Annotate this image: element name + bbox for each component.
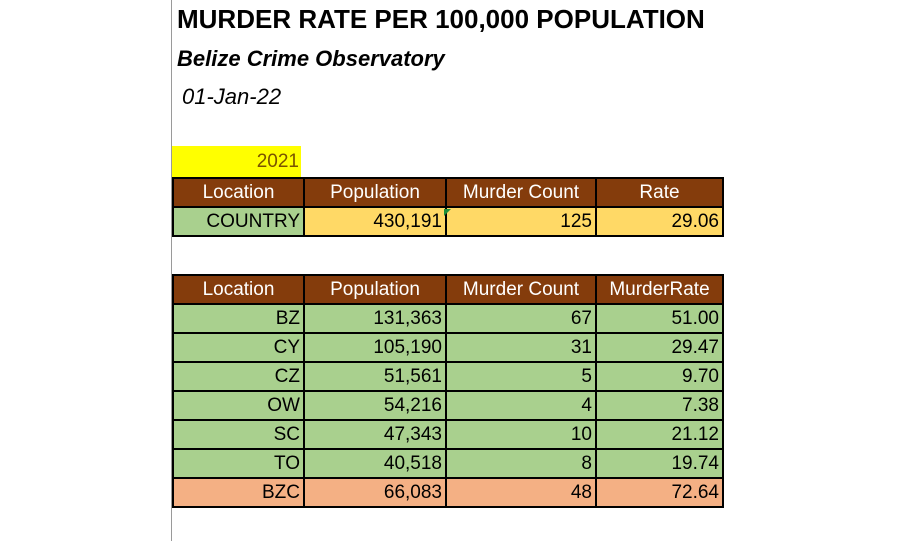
- cell-population[interactable]: 66,083: [303, 477, 447, 508]
- cell-location[interactable]: CZ: [172, 361, 305, 392]
- table-row-highlight: BZC 66,083 48 72.64: [172, 477, 724, 508]
- col-header-rate[interactable]: Rate: [595, 177, 724, 208]
- cell-rate[interactable]: 19.74: [595, 448, 724, 479]
- country-table: Location Population Murder Count Rate CO…: [172, 177, 724, 237]
- cell-murder-count[interactable]: 8: [445, 448, 597, 479]
- cell-location[interactable]: CY: [172, 332, 305, 363]
- col-header-murder-count[interactable]: Murder Count: [445, 177, 597, 208]
- year-cell[interactable]: 2021: [172, 146, 301, 177]
- table-row: SC 47,343 10 21.12: [172, 419, 724, 450]
- country-table-header: Location Population Murder Count Rate: [172, 177, 724, 208]
- cell-location[interactable]: COUNTRY: [172, 206, 305, 237]
- cell-error-indicator-icon[interactable]: [444, 209, 451, 216]
- cell-population[interactable]: 51,561: [303, 361, 447, 392]
- cell-population[interactable]: 54,216: [303, 390, 447, 421]
- col-header-population[interactable]: Population: [303, 177, 447, 208]
- report-subtitle: Belize Crime Observatory: [177, 46, 445, 71]
- cell-murder-count[interactable]: 10: [445, 419, 597, 450]
- col-header-location[interactable]: Location: [172, 177, 305, 208]
- sheet-gridline: [171, 0, 172, 541]
- district-table-header: Location Population Murder Count MurderR…: [172, 274, 724, 305]
- table-row: COUNTRY 430,191 125 29.06: [172, 206, 724, 237]
- col-header-location[interactable]: Location: [172, 274, 305, 305]
- cell-rate[interactable]: 72.64: [595, 477, 724, 508]
- cell-population[interactable]: 47,343: [303, 419, 447, 450]
- cell-murder-count[interactable]: 67: [445, 303, 597, 334]
- cell-murder-count[interactable]: 5: [445, 361, 597, 392]
- cell-location[interactable]: BZ: [172, 303, 305, 334]
- table-row: BZ 131,363 67 51.00: [172, 303, 724, 334]
- cell-rate[interactable]: 7.38: [595, 390, 724, 421]
- cell-location[interactable]: BZC: [172, 477, 305, 508]
- cell-murder-count[interactable]: 48: [445, 477, 597, 508]
- table-row: TO 40,518 8 19.74: [172, 448, 724, 479]
- col-header-murder-count[interactable]: Murder Count: [445, 274, 597, 305]
- cell-location[interactable]: SC: [172, 419, 305, 450]
- table-row: OW 54,216 4 7.38: [172, 390, 724, 421]
- cell-population[interactable]: 430,191: [303, 206, 447, 237]
- cell-location[interactable]: TO: [172, 448, 305, 479]
- cell-population[interactable]: 131,363: [303, 303, 447, 334]
- cell-murder-count[interactable]: 125: [445, 206, 597, 237]
- cell-population[interactable]: 40,518: [303, 448, 447, 479]
- cell-rate[interactable]: 29.06: [595, 206, 724, 237]
- cell-rate[interactable]: 9.70: [595, 361, 724, 392]
- district-table: Location Population Murder Count MurderR…: [172, 274, 724, 508]
- cell-rate[interactable]: 51.00: [595, 303, 724, 334]
- table-row: CZ 51,561 5 9.70: [172, 361, 724, 392]
- cell-population[interactable]: 105,190: [303, 332, 447, 363]
- report-title: MURDER RATE PER 100,000 POPULATION: [177, 4, 705, 34]
- cell-rate[interactable]: 21.12: [595, 419, 724, 450]
- report-date: 01-Jan-22: [182, 84, 282, 109]
- cell-rate[interactable]: 29.47: [595, 332, 724, 363]
- cell-murder-count[interactable]: 4: [445, 390, 597, 421]
- col-header-murder-rate[interactable]: MurderRate: [595, 274, 724, 305]
- col-header-population[interactable]: Population: [303, 274, 447, 305]
- cell-murder-count[interactable]: 31: [445, 332, 597, 363]
- cell-location[interactable]: OW: [172, 390, 305, 421]
- table-row: CY 105,190 31 29.47: [172, 332, 724, 363]
